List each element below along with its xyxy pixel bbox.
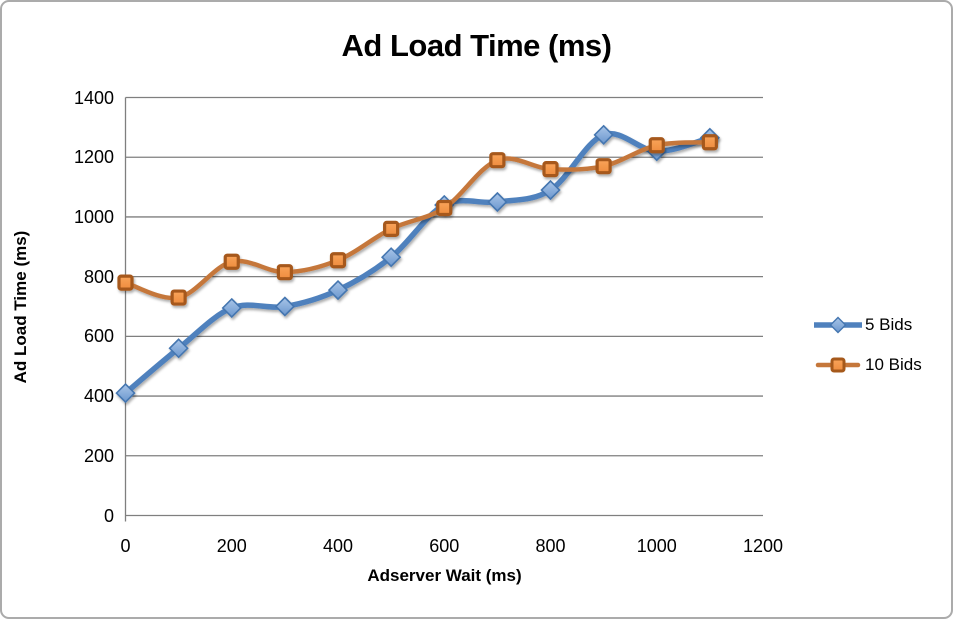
data-point-marker <box>489 152 506 169</box>
y-tick-label: 600 <box>83 326 114 347</box>
data-point-marker <box>168 338 189 359</box>
x-tick-label: 200 <box>216 536 247 556</box>
data-point-marker <box>380 247 402 268</box>
y-tick-label: 1000 <box>73 206 114 227</box>
legend-marker <box>830 357 846 373</box>
data-point-marker <box>221 297 242 319</box>
series-line <box>122 130 713 396</box>
chart-title: Ad Load Time (ms) <box>341 28 612 63</box>
data-point-marker <box>487 191 508 213</box>
data-point-marker <box>648 137 665 154</box>
series-10-bids <box>117 134 718 306</box>
y-axis-title: Ad Load Time (ms) <box>11 230 30 384</box>
legend-label-10-bids: 10 Bids <box>865 355 922 374</box>
series-5-bids <box>115 124 721 404</box>
legend-label-5-bids: 5 Bids <box>865 315 913 334</box>
data-point-marker <box>170 289 187 306</box>
y-tick-label: 0 <box>103 505 114 526</box>
legend: 5 Bids 10 Bids <box>811 312 922 392</box>
data-point-marker <box>115 382 136 404</box>
x-tick-label: 800 <box>535 536 566 556</box>
x-tick-label: 1000 <box>636 536 677 556</box>
x-tick-label: 600 <box>429 536 460 556</box>
data-point-marker <box>383 220 400 237</box>
x-tick-label: 0 <box>120 536 131 556</box>
data-point-marker <box>593 124 614 145</box>
data-point-marker <box>117 274 134 291</box>
data-point-marker <box>327 279 349 301</box>
data-point-marker <box>701 134 718 151</box>
x-tick-label: 1200 <box>742 536 784 556</box>
data-point-marker <box>329 252 347 269</box>
y-tick-label: 200 <box>83 445 114 466</box>
legend-swatch-5-bids-icon <box>811 314 865 336</box>
data-point-marker <box>276 264 293 281</box>
gridlines <box>125 96 763 517</box>
data-point-marker <box>436 199 453 217</box>
data-point-marker <box>274 296 296 317</box>
y-tick-label: 400 <box>83 386 114 407</box>
data-point-marker <box>223 253 240 270</box>
legend-swatch-10-bids-icon <box>814 354 862 376</box>
x-tick-label: 400 <box>322 536 354 556</box>
legend-marker <box>829 316 847 334</box>
y-tick-label: 1400 <box>73 87 114 108</box>
series-line <box>123 140 713 301</box>
data-point-marker <box>595 158 612 175</box>
y-tick-label: 1200 <box>73 147 114 168</box>
data-point-marker <box>542 161 559 178</box>
x-axis-title: Adserver Wait (ms) <box>367 566 522 585</box>
legend-item-5-bids: 5 Bids <box>811 312 922 338</box>
legend-item-10-bids: 10 Bids <box>814 352 922 378</box>
y-tick-label: 800 <box>83 266 114 287</box>
data-point-marker <box>540 179 561 201</box>
